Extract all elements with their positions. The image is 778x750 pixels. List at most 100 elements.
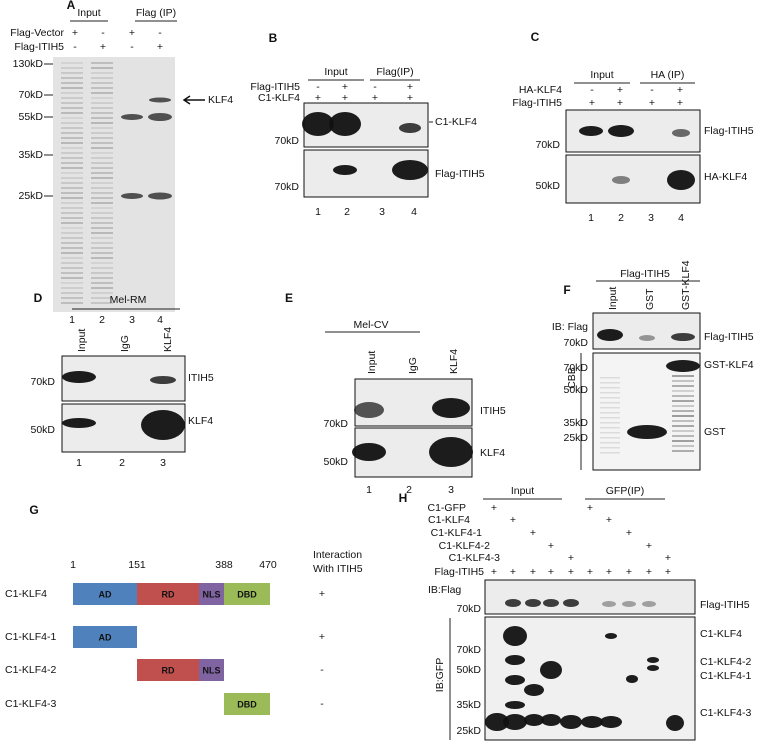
gel-smear — [61, 292, 83, 294]
column-label: IgG — [407, 357, 419, 374]
sign: + — [587, 566, 593, 578]
lane-number: 4 — [678, 212, 684, 224]
gel-smear — [61, 102, 83, 104]
column-label: GST — [644, 288, 656, 310]
gel-smear — [91, 222, 113, 224]
target-label: KLF4 — [208, 94, 233, 106]
band — [505, 675, 525, 685]
gel-smear — [91, 122, 113, 124]
group-label: Input — [324, 66, 347, 78]
marker-label: 70kD — [323, 418, 348, 430]
construct-name: C1-KLF4-1 — [5, 631, 57, 643]
sign: + — [587, 502, 593, 514]
marker-label: 50kD — [535, 180, 560, 192]
sign: + — [342, 92, 348, 104]
marker-label: 70kD — [274, 181, 299, 193]
gel-smear — [672, 415, 694, 417]
domain — [137, 659, 199, 681]
panel-label: C — [531, 30, 540, 44]
sign: + — [665, 552, 671, 564]
gel-smear — [91, 92, 113, 94]
gel-smear — [91, 97, 113, 99]
sign: - — [130, 41, 134, 53]
interaction: + — [319, 588, 325, 600]
gel-smear — [61, 162, 83, 164]
band — [639, 335, 655, 341]
gel-smear — [91, 292, 113, 294]
band — [600, 716, 622, 728]
sign: + — [548, 540, 554, 552]
band — [302, 112, 334, 136]
sign: + — [407, 92, 413, 104]
gel-smear — [61, 117, 83, 119]
gel-smear — [61, 77, 83, 79]
sign: + — [649, 97, 655, 109]
gel-smear — [672, 440, 694, 442]
band-label: ITIH5 — [188, 372, 214, 384]
gel-smear — [61, 62, 83, 64]
column-label: Input — [607, 287, 619, 310]
gel-smear — [91, 252, 113, 254]
marker-label: 70kD — [456, 644, 481, 656]
sign: + — [315, 92, 321, 104]
gel-smear — [61, 247, 83, 249]
sign: + — [626, 527, 632, 539]
blot — [592, 352, 701, 471]
gel-smear — [61, 157, 83, 159]
band-label: Flag-ITIH5 — [704, 125, 754, 137]
group-label: Input — [511, 485, 534, 497]
marker-label: 25kD — [456, 725, 481, 737]
gel-smear — [91, 302, 113, 304]
lane-number: 4 — [411, 206, 417, 218]
panel-label: G — [29, 503, 38, 517]
domain-label: RD — [162, 665, 175, 675]
gel-smear — [600, 382, 620, 384]
band — [505, 701, 525, 709]
domain — [137, 583, 199, 605]
row-label: C1-GFP — [427, 502, 466, 514]
band — [524, 684, 544, 696]
marker-label: 70kD — [563, 362, 588, 374]
band — [642, 601, 656, 607]
gel-smear — [672, 375, 694, 377]
sign: + — [626, 566, 632, 578]
gel-smear — [61, 127, 83, 129]
domain-label: AD — [99, 632, 112, 642]
gel-smear — [91, 82, 113, 84]
marker-label: 55kD — [18, 111, 43, 123]
sign: + — [548, 566, 554, 578]
lane-number: 3 — [379, 206, 385, 218]
band — [524, 714, 544, 726]
panel-label: H — [399, 491, 408, 505]
row-label: Flag-ITIH5 — [434, 566, 484, 578]
cell-line: Mel-CV — [353, 319, 388, 331]
sign: + — [646, 540, 652, 552]
band — [540, 661, 562, 679]
gel-smear — [61, 232, 83, 234]
gel-smear — [61, 177, 83, 179]
band — [150, 376, 176, 384]
gel-smear — [91, 182, 113, 184]
band — [505, 655, 525, 665]
gel-smear — [61, 147, 83, 149]
band-label: Flag-ITIH5 — [435, 168, 485, 180]
sign: + — [568, 552, 574, 564]
gel-smear — [91, 177, 113, 179]
column-label: Input — [366, 351, 378, 374]
sign: - — [373, 81, 377, 93]
arrow — [182, 95, 205, 105]
band — [121, 114, 143, 120]
cell-line: Mel-RM — [110, 294, 147, 306]
domain — [199, 583, 224, 605]
blot — [484, 579, 696, 615]
gel-smear — [61, 197, 83, 199]
band — [560, 715, 582, 729]
gel-smear — [672, 435, 694, 437]
gel-smear — [61, 242, 83, 244]
gel-smear — [61, 142, 83, 144]
domain — [224, 583, 270, 605]
lane-number: 2 — [406, 484, 412, 496]
marker-label: 25kD — [563, 432, 588, 444]
gel-smear — [91, 277, 113, 279]
gel-smear — [91, 272, 113, 274]
